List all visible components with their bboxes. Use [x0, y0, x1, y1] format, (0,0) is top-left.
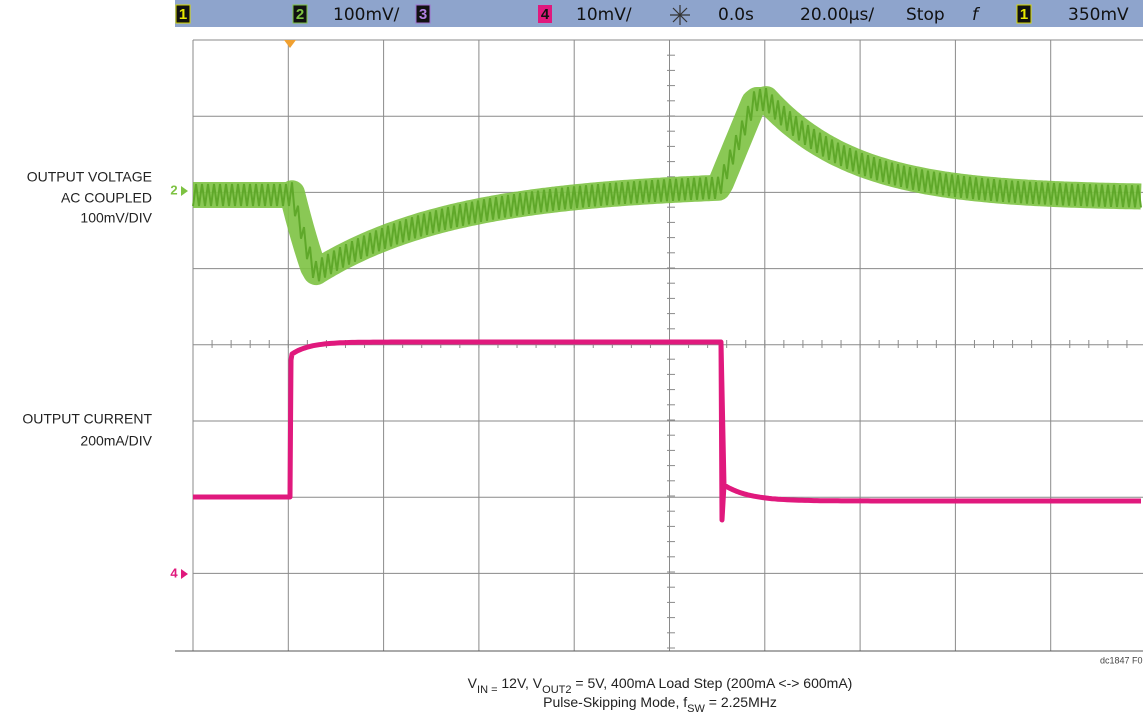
trigger-marker: [284, 40, 296, 48]
channel-box: [175, 4, 191, 24]
caption-segment: IN =: [477, 684, 497, 696]
channel-4-scale: 10mV/: [576, 5, 632, 25]
channel-2-scale: 100mV/: [333, 5, 400, 25]
acquire-icon: [670, 5, 690, 25]
channel-box: [538, 5, 552, 23]
channel-box: [415, 4, 431, 24]
caption-line: VIN = 12V, VOUT2 = 5V, 400mA Load Step (…: [468, 675, 853, 696]
run-state: Stop: [906, 5, 945, 25]
side-label: OUTPUT VOLTAGE: [27, 169, 152, 185]
side-label: 200mA/DIV: [80, 433, 152, 449]
channel-1: 1: [179, 6, 187, 23]
status-bar: [175, 0, 1143, 27]
caption-segment: V: [468, 675, 478, 691]
trigger-channel: 1: [1020, 6, 1028, 23]
figure-id: dc1847 F0: [1100, 655, 1143, 665]
trigger-level: 350mV: [1068, 5, 1129, 25]
caption-segment: Pulse-Skipping Mode, f: [543, 694, 687, 710]
voltage-trace-noise: [192, 87, 1142, 282]
caption-segment: OUT2: [542, 684, 571, 696]
channel-2: 2: [296, 6, 304, 23]
marker-ch4: 4: [170, 565, 178, 580]
side-label: 100mV/DIV: [80, 210, 152, 226]
time-scale: 20.00µs/: [800, 5, 874, 25]
channel-4: 4: [541, 6, 550, 23]
caption-line: Pulse-Skipping Mode, fSW = 2.25MHz: [543, 694, 777, 713]
channel-box: [1016, 4, 1032, 24]
caption-segment: 12V, V: [498, 675, 543, 691]
side-label: AC COUPLED: [61, 190, 152, 206]
side-label: OUTPUT CURRENT: [22, 411, 152, 427]
marker-arrow: [181, 569, 188, 579]
time-offset: 0.0s: [718, 5, 754, 25]
caption-segment: = 5V, 400mA Load Step (200mA <-> 600mA): [571, 675, 852, 691]
caption-segment: SW: [687, 703, 705, 713]
channel-3: 3: [419, 6, 427, 23]
trigger-edge: f: [972, 5, 981, 25]
marker-ch2: 2: [170, 182, 177, 197]
current-trace: [193, 339, 1141, 523]
caption-segment: = 2.25MHz: [705, 694, 777, 710]
marker-arrow: [181, 186, 188, 196]
channel-box: [292, 4, 308, 24]
